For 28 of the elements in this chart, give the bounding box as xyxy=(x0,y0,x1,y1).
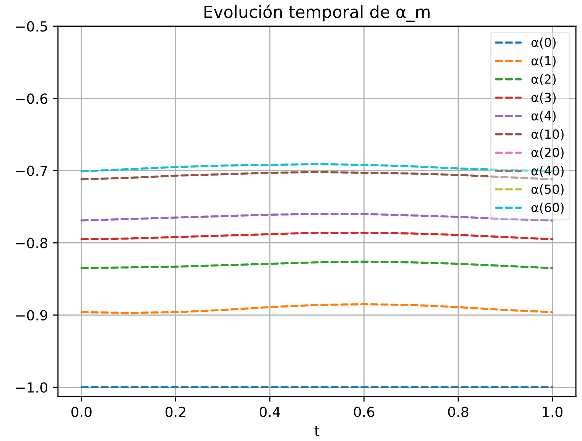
x-tick-label: 0.2 xyxy=(166,406,186,418)
legend-label: α(60) xyxy=(532,202,564,214)
line-series xyxy=(80,213,554,222)
legend-label: α(40) xyxy=(532,166,564,178)
x-tick-label: 1.0 xyxy=(543,406,563,418)
chart-title: Evolución temporal de α_m xyxy=(204,4,430,22)
legend-label: α(1) xyxy=(532,56,556,68)
x-tick-label: 0.6 xyxy=(354,406,374,418)
line-series xyxy=(80,260,554,270)
legend-label: α(10) xyxy=(532,129,564,141)
y-tick-label: −0.7 xyxy=(16,166,48,176)
line-series xyxy=(80,303,554,314)
x-tick-label: 0.0 xyxy=(72,406,92,418)
y-tick-label: −1.0 xyxy=(16,382,48,393)
x-tick-label: 0.4 xyxy=(260,406,280,418)
legend-label: α(20) xyxy=(532,148,564,159)
x-tick-label: 0.8 xyxy=(448,406,469,418)
line-series xyxy=(80,232,554,241)
legend-label: α(4) xyxy=(532,111,556,122)
legend-label: α(3) xyxy=(532,92,556,104)
y-tick-label: −0.6 xyxy=(16,94,48,104)
y-tick-label: −0.5 xyxy=(16,21,48,32)
x-axis-title: t xyxy=(314,426,320,436)
legend-label: α(0) xyxy=(532,38,556,49)
legend-label: α(2) xyxy=(532,74,556,86)
y-tick-label: −0.8 xyxy=(16,238,48,249)
legend-label: α(50) xyxy=(532,184,564,196)
y-tick-label: −0.9 xyxy=(16,310,48,321)
